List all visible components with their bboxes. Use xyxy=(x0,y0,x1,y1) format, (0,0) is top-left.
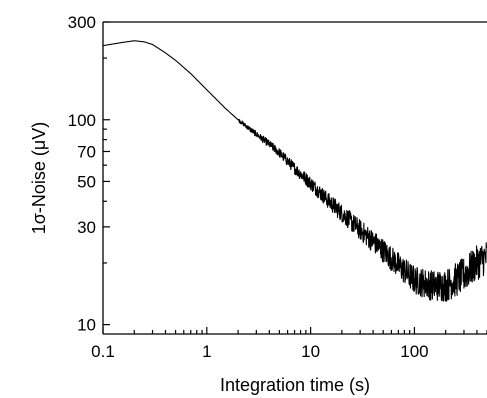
y-tick-label: 100 xyxy=(68,111,96,130)
x-axis-ticks xyxy=(102,327,487,334)
y-tick-label: 50 xyxy=(77,172,96,191)
y-axis-ticks xyxy=(103,21,110,326)
noise-series-line xyxy=(102,40,487,302)
y-tick-label: 70 xyxy=(77,142,96,161)
y-axis-title: 1σ-Noise (μV) xyxy=(29,122,49,235)
x-axis-title: Integration time (s) xyxy=(220,375,370,395)
x-tick-label: 10 xyxy=(301,342,320,361)
y-tick-label: 10 xyxy=(77,316,96,335)
x-tick-label: 100 xyxy=(400,342,428,361)
y-tick-label: 300 xyxy=(68,13,96,32)
x-tick-label: 0.1 xyxy=(91,342,115,361)
x-tick-label: 1 xyxy=(202,342,211,361)
y-tick-label: 30 xyxy=(77,218,96,237)
x-tick-labels: 0.1 1 10 100 xyxy=(91,342,428,361)
series-group xyxy=(102,40,487,302)
y-tick-labels: 10 30 50 70 100 300 xyxy=(68,13,96,335)
